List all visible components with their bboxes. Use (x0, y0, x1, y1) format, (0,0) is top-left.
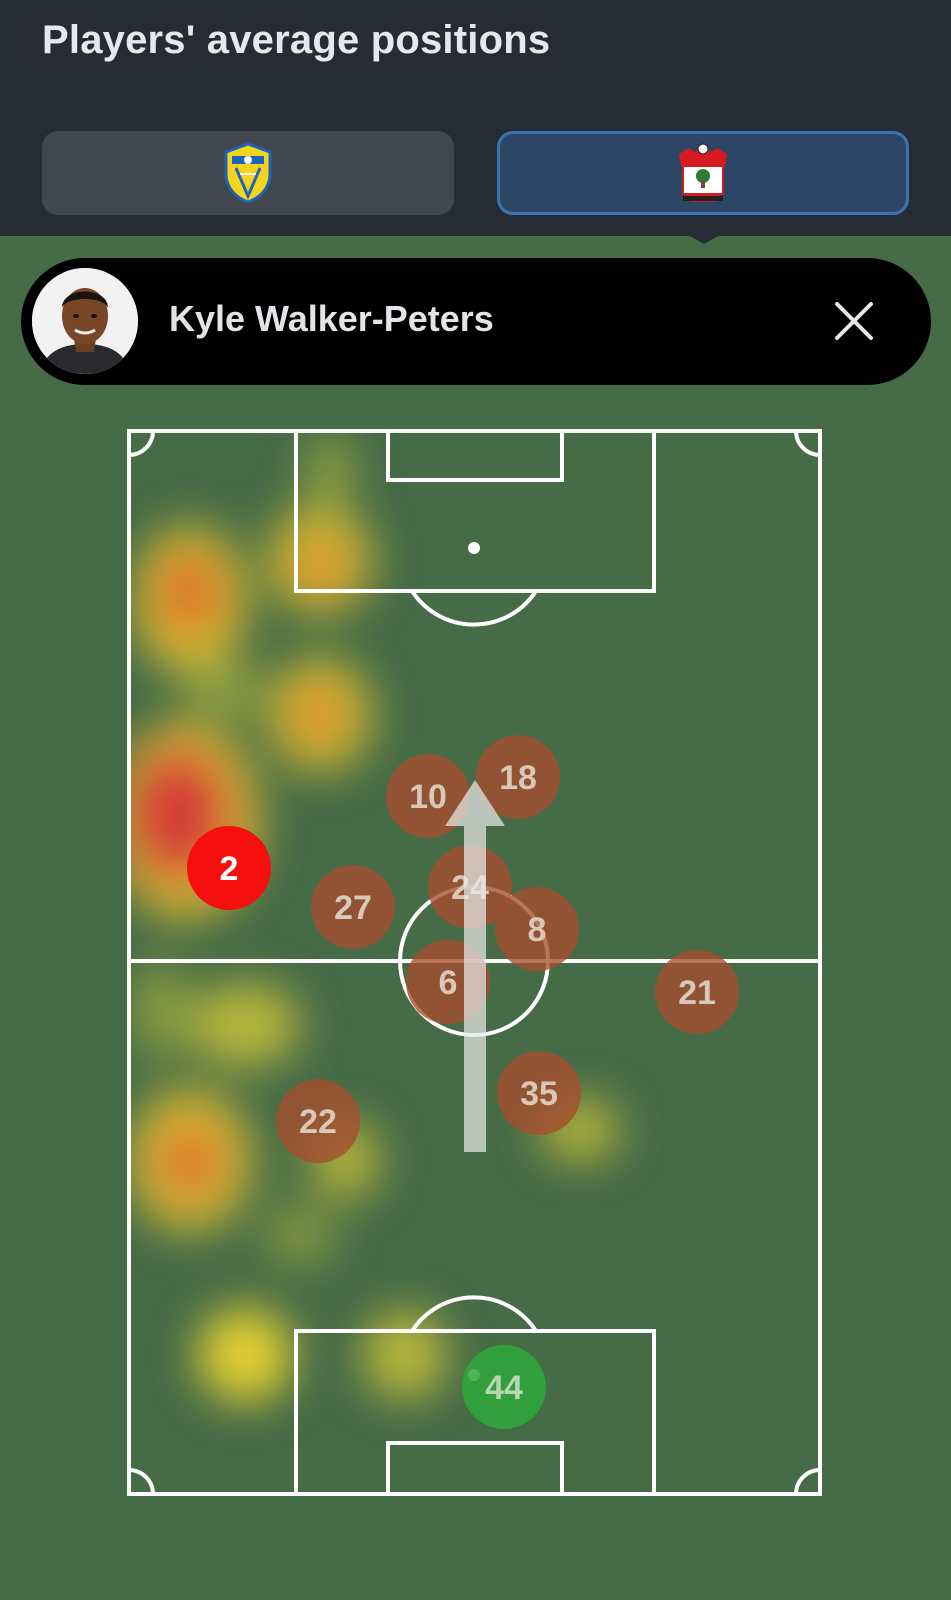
player-marker-number: 8 (528, 911, 547, 949)
close-icon (835, 302, 873, 340)
team-tab-home[interactable] (42, 131, 454, 215)
player-marker-circle (655, 950, 739, 1034)
southampton-crest-icon (679, 143, 727, 202)
player-name: Kyle Walker-Peters (169, 298, 494, 339)
player-marker-35[interactable]: 35 (497, 1051, 581, 1135)
team-tab-away[interactable] (497, 131, 909, 215)
player-marker-number: 6 (439, 964, 458, 1002)
player-marker-number: 18 (499, 759, 537, 797)
player-marker-circle (386, 754, 470, 838)
active-tab-pointer (686, 234, 722, 244)
header: Players' average positions (0, 0, 951, 236)
penalty-spot (468, 542, 480, 554)
player-marker-number: 10 (409, 778, 447, 816)
player-marker-10[interactable]: 10 (386, 754, 470, 838)
player-marker-circle (187, 826, 271, 910)
player-marker-circle (276, 1079, 360, 1163)
player-marker-circle (497, 1051, 581, 1135)
player-marker-22[interactable]: 22 (276, 1079, 360, 1163)
attack-direction-arrow (445, 780, 505, 1152)
player-marker-27[interactable]: 27 (311, 865, 395, 949)
player-marker-circle (476, 735, 560, 819)
player-marker-21[interactable]: 21 (655, 950, 739, 1034)
player-marker-number: 22 (299, 1103, 337, 1141)
close-button[interactable] (831, 298, 877, 344)
leeds-crest-icon (224, 142, 272, 204)
player-marker-circle (311, 865, 395, 949)
player-marker-number: 44 (485, 1369, 523, 1407)
player-marker-8[interactable]: 8 (495, 887, 579, 971)
player-marker-circle (495, 887, 579, 971)
player-marker-18[interactable]: 18 (476, 735, 560, 819)
player-marker-number: 35 (520, 1075, 558, 1113)
player-marker-number: 27 (334, 889, 372, 927)
selected-player-bar: Kyle Walker-Peters (21, 258, 931, 385)
player-marker-44[interactable]: 44 (462, 1345, 546, 1429)
player-marker-circle (462, 1345, 546, 1429)
player-marker-number: 21 (678, 974, 716, 1012)
player-markers: 2235216824271810442 (187, 735, 739, 1429)
player-marker-number: 2 (220, 850, 239, 888)
page-title: Players' average positions (42, 18, 551, 62)
player-marker-2[interactable]: 2 (187, 826, 271, 910)
player-avatar (32, 268, 138, 374)
